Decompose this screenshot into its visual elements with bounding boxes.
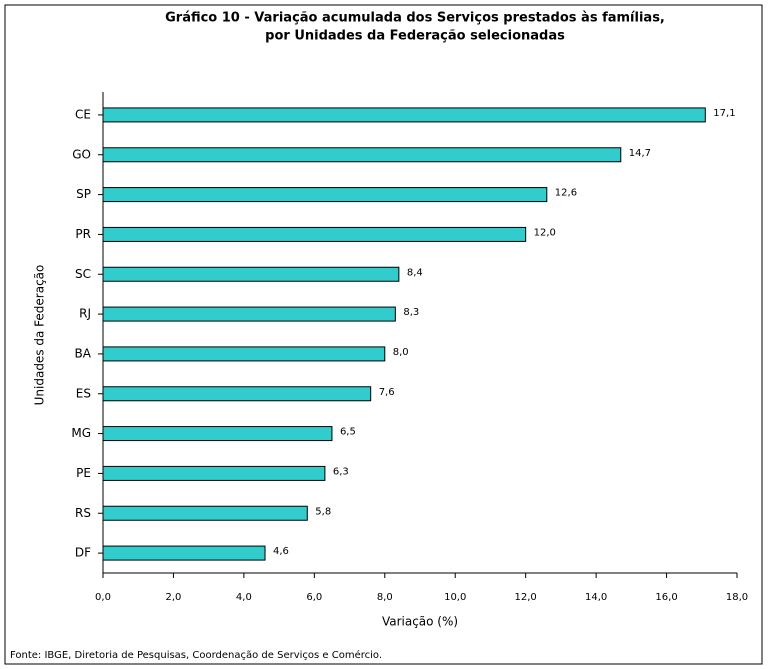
bar bbox=[102, 306, 396, 322]
y-tick-label: MG bbox=[71, 426, 91, 440]
y-tick-label: SC bbox=[75, 267, 91, 281]
x-tick-label: 14,0 bbox=[585, 592, 607, 603]
y-tick-label: DF bbox=[75, 546, 91, 560]
y-tick-label: SP bbox=[76, 187, 91, 201]
bar bbox=[102, 426, 333, 442]
x-tick-label: 10,0 bbox=[444, 592, 466, 603]
bar bbox=[102, 147, 622, 163]
y-tick-label: PE bbox=[76, 466, 91, 480]
value-label: 12,0 bbox=[534, 227, 556, 238]
value-label: 6,5 bbox=[340, 427, 356, 438]
x-tick-label: 16,0 bbox=[655, 592, 677, 603]
y-tick-label: RS bbox=[75, 506, 91, 520]
bar bbox=[102, 266, 400, 282]
x-tick-label: 6,0 bbox=[306, 592, 322, 603]
y-tick-label: CE bbox=[75, 107, 91, 121]
bar bbox=[102, 505, 308, 521]
y-tick-label: GO bbox=[72, 147, 91, 161]
bar bbox=[102, 386, 372, 402]
value-label: 8,0 bbox=[393, 347, 409, 358]
chart-title: Gráfico 10 - Variação acumulada dos Serv… bbox=[165, 11, 665, 26]
value-label: 8,3 bbox=[403, 307, 419, 318]
value-label: 4,6 bbox=[273, 546, 289, 557]
x-tick-label: 12,0 bbox=[515, 592, 537, 603]
x-tick-label: 2,0 bbox=[165, 592, 181, 603]
source-note: Fonte: IBGE, Diretoria de Pesquisas, Coo… bbox=[10, 649, 382, 661]
y-tick-label: RJ bbox=[79, 307, 91, 321]
value-label: 5,8 bbox=[315, 506, 331, 517]
x-tick-label: 0,0 bbox=[95, 592, 111, 603]
bar bbox=[102, 226, 527, 242]
value-label: 7,6 bbox=[379, 387, 395, 398]
x-axis-label: Variação (%) bbox=[382, 615, 458, 629]
bar bbox=[102, 465, 326, 481]
value-label: 6,3 bbox=[333, 466, 349, 477]
y-tick-label: ES bbox=[76, 386, 91, 400]
bar bbox=[102, 107, 706, 123]
value-label: 12,6 bbox=[555, 188, 577, 199]
bar bbox=[102, 187, 548, 203]
y-tick-label: PR bbox=[75, 227, 91, 241]
x-tick-label: 4,0 bbox=[236, 592, 252, 603]
value-label: 17,1 bbox=[713, 108, 735, 119]
bar bbox=[102, 545, 266, 561]
y-tick-label: BA bbox=[75, 346, 92, 360]
frame bbox=[4, 4, 763, 665]
bar bbox=[102, 346, 386, 362]
y-axis-label: Unidades da Federação bbox=[33, 265, 47, 406]
value-label: 8,4 bbox=[407, 267, 423, 278]
value-label: 14,7 bbox=[629, 148, 651, 159]
x-tick-label: 18,0 bbox=[726, 592, 748, 603]
chart-title: por Unidades da Federação selecionadas bbox=[265, 29, 565, 44]
x-tick-label: 8,0 bbox=[377, 592, 393, 603]
